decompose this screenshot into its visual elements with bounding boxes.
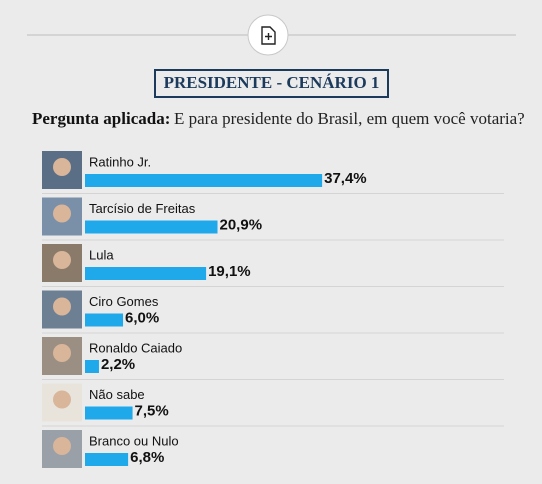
- doc-icon: [261, 26, 276, 45]
- value-label: 6,0%: [125, 309, 159, 326]
- photo-head: [53, 297, 71, 316]
- category-label: Ciro Gomes: [89, 294, 159, 309]
- category-label: Tarcísio de Freitas: [89, 201, 196, 216]
- value-label: 2,2%: [101, 356, 135, 373]
- chart-title: PRESIDENTE - CENÁRIO 1: [164, 73, 380, 92]
- bar: [85, 174, 323, 187]
- photo-head: [53, 390, 71, 409]
- bar: [85, 267, 207, 280]
- category-label: Ratinho Jr.: [89, 154, 151, 169]
- photo-head: [53, 204, 71, 223]
- category-label: Branco ou Nulo: [89, 433, 179, 448]
- question: E para presidente do Brasil, em quem voc…: [174, 109, 525, 128]
- bar: [85, 406, 133, 420]
- question-label: Pergunta aplicada:: [32, 109, 170, 128]
- title-box: [154, 69, 389, 98]
- value-label: 19,1%: [208, 263, 251, 280]
- value-label: 7,5%: [135, 402, 169, 419]
- category-label: Não sabe: [89, 387, 145, 402]
- category-label: Lula: [89, 247, 114, 262]
- bar: [85, 453, 129, 466]
- photo-head: [53, 344, 71, 362]
- category-label: Ronaldo Caiado: [89, 340, 182, 355]
- value-label: 37,4%: [324, 170, 367, 187]
- bar: [85, 220, 218, 234]
- photo-head: [53, 251, 71, 269]
- value-label: 6,8%: [130, 449, 164, 466]
- value-label: 20,9%: [220, 216, 263, 233]
- photo-head: [53, 437, 71, 455]
- bar: [85, 313, 124, 327]
- photo-head: [53, 158, 71, 176]
- bar: [85, 360, 99, 373]
